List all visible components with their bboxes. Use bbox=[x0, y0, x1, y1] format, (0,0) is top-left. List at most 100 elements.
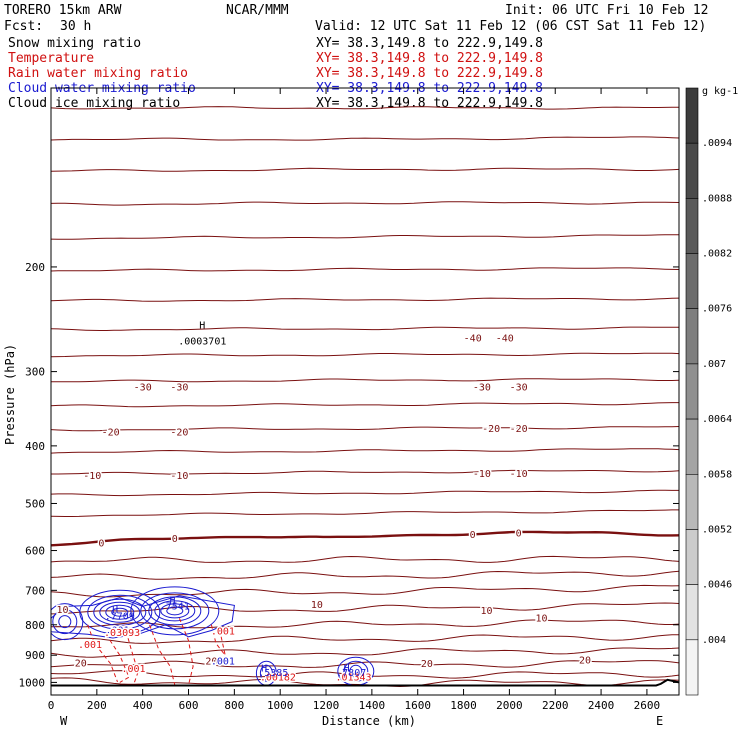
colorbar: .0094 .0088 .0082 .0076 .007 .0064 .0058 .0052.… bbox=[685, 87, 732, 696]
colorbar-swatch bbox=[685, 87, 699, 144]
x-tick-label: 1400 bbox=[359, 699, 386, 712]
freezing-level-line bbox=[51, 530, 679, 547]
x-tick-label: 2400 bbox=[588, 699, 615, 712]
y-tick-label: 200 bbox=[25, 261, 45, 274]
x-tick-label: 400 bbox=[133, 699, 153, 712]
init-time: Init: 06 UTC Fri 10 Feb 12 bbox=[505, 3, 709, 18]
contour-label: .03093 bbox=[104, 628, 140, 639]
x-tick-label: 1600 bbox=[404, 699, 431, 712]
contour-label: .001 bbox=[105, 626, 129, 637]
x-tick-label: 1800 bbox=[450, 699, 477, 712]
contour-label: 20 bbox=[421, 659, 433, 670]
contour-label: .001 bbox=[121, 664, 145, 675]
x-tick-label: 200 bbox=[87, 699, 107, 712]
cloud-water-contour bbox=[99, 601, 141, 623]
x-tick-label: 2000 bbox=[496, 699, 523, 712]
valid-time: Valid: 12 UTC Sat 11 Feb 12 (06 CST Sat … bbox=[315, 19, 706, 34]
east-label: E bbox=[656, 714, 663, 728]
y-tick-label: 1000 bbox=[19, 676, 46, 689]
x-tick-label: 600 bbox=[179, 699, 199, 712]
legend-xy-snow: XY= 38.3,149.8 to 222.9,149.8 bbox=[316, 36, 543, 51]
isotherm-line bbox=[51, 448, 679, 454]
isotherm-line bbox=[51, 570, 679, 580]
isotherm-line bbox=[51, 167, 679, 172]
colorbar-swatch bbox=[685, 363, 699, 420]
west-label: W bbox=[60, 714, 68, 728]
colorbar-label: .0082 bbox=[702, 249, 732, 260]
isotherm-line bbox=[51, 469, 679, 475]
contour-label: -40 bbox=[496, 334, 514, 345]
contour-label: -40 bbox=[464, 334, 482, 345]
contour-label: 0 bbox=[98, 539, 104, 550]
isotherm-line bbox=[51, 619, 679, 629]
rain-water-contour bbox=[210, 624, 226, 656]
extremum-label: H bbox=[112, 605, 118, 616]
x-tick-label: 800 bbox=[224, 699, 244, 712]
isotherm-line bbox=[51, 647, 679, 658]
contour-label: -20 bbox=[510, 424, 528, 435]
contour-label: 0 bbox=[470, 530, 476, 541]
contour-label: 10 bbox=[535, 614, 547, 625]
cloud-water-contour bbox=[130, 586, 220, 636]
colorbar-label: .0076 bbox=[702, 304, 732, 315]
contour-label: -30 bbox=[134, 383, 152, 394]
isotherm-line bbox=[51, 602, 679, 615]
contour-label: 20 bbox=[579, 656, 591, 667]
isotherm-line bbox=[51, 555, 679, 563]
model-title: TORERO 15km ARW bbox=[4, 3, 122, 18]
isotherm-line bbox=[51, 426, 679, 432]
org-title: NCAR/MMM bbox=[226, 3, 289, 18]
terrain-profile bbox=[51, 678, 679, 687]
x-tick-label: 1000 bbox=[267, 699, 294, 712]
colorbar-unit: g kg-1 bbox=[702, 86, 738, 97]
colorbar-swatch bbox=[685, 418, 699, 475]
isotherm-lines bbox=[51, 106, 679, 688]
legend-xy-temperature: XY= 38.3,149.8 to 222.9,149.8 bbox=[316, 51, 543, 66]
colorbar-label: .007 bbox=[702, 359, 726, 370]
extremum-label: .7709 bbox=[105, 611, 135, 622]
isotherm-line bbox=[51, 352, 679, 358]
colorbar-swatch bbox=[685, 308, 699, 365]
colorbar-label: .0058 bbox=[702, 469, 732, 480]
extremum-label: .7541 bbox=[160, 601, 190, 612]
plot-area: -40 -40 -30 -30 -30 -30 -20 -20 -20 -20 -10 -10 -10 -… bbox=[51, 106, 679, 688]
y-axis-label: Pressure (hPa) bbox=[3, 344, 17, 445]
contour-label: -20 bbox=[170, 427, 188, 438]
contour-label: -10 bbox=[170, 471, 188, 482]
legend-name-snow: Snow mixing ratio bbox=[8, 36, 141, 51]
x-tick-label: 0 bbox=[48, 699, 55, 712]
extremum-label: H bbox=[344, 663, 350, 674]
contour-label: .00182 bbox=[260, 673, 296, 684]
x-tick-label: 1200 bbox=[313, 699, 340, 712]
cloud-water-contour bbox=[51, 603, 84, 641]
x-tick-label: 2200 bbox=[542, 699, 569, 712]
colorbar-label: .004 bbox=[702, 635, 726, 646]
contour-label: 10 bbox=[311, 600, 323, 611]
isotherm-line bbox=[51, 201, 679, 206]
extremum-label: H bbox=[199, 321, 205, 332]
contour-label: 20 bbox=[75, 658, 87, 669]
cloud-water-contour bbox=[93, 598, 147, 626]
legend-xy-rain: XY= 38.3,149.8 to 222.9,149.8 bbox=[316, 66, 543, 81]
contour-labels: -40 -40 -30 -30 -30 -30 -20 -20 -20 -20 -10 -10 -10 -… bbox=[55, 321, 593, 686]
cloud-water-envelope bbox=[51, 595, 235, 639]
isotherm-line bbox=[51, 136, 679, 141]
cloud-water-contour bbox=[349, 664, 363, 678]
y-tick-label: 700 bbox=[25, 584, 45, 597]
extremum-label: .5385 bbox=[258, 668, 288, 679]
extremum-label: .0003701 bbox=[178, 337, 226, 348]
fcst-value: 30 h bbox=[60, 19, 91, 34]
contour-label: .001 bbox=[78, 640, 102, 651]
colorbar-swatch bbox=[685, 584, 699, 641]
cloud-water-contour bbox=[58, 615, 72, 629]
isotherm-line bbox=[51, 489, 679, 497]
field-legend: Snow mixing ratio XY= 38.3,149.8 to 222.… bbox=[8, 36, 543, 111]
y-tick-label: 900 bbox=[25, 649, 45, 662]
cloud-water-contour bbox=[160, 603, 190, 619]
isotherm-line bbox=[51, 267, 679, 272]
y-tick-label: 600 bbox=[25, 545, 45, 558]
contour-label: -30 bbox=[170, 383, 188, 394]
terrain-line bbox=[51, 678, 679, 687]
contour-label: -10 bbox=[510, 469, 528, 480]
